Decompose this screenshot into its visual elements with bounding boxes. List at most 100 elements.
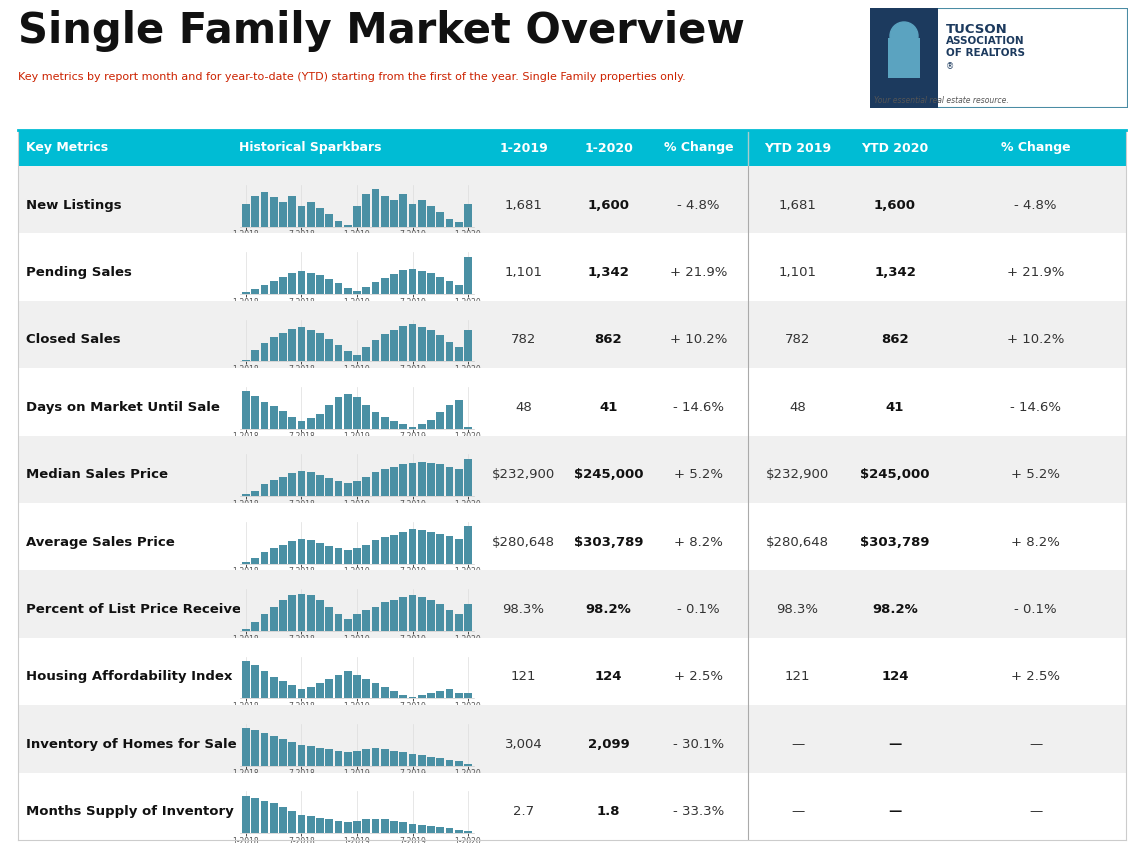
Bar xyxy=(243,629,249,843)
Bar xyxy=(261,343,269,397)
Bar xyxy=(464,459,471,634)
Bar xyxy=(307,472,315,634)
Bar xyxy=(455,761,462,795)
Bar xyxy=(464,831,471,843)
Bar xyxy=(325,279,333,308)
Text: $280,648: $280,648 xyxy=(492,535,555,549)
Text: + 5.2%: + 5.2% xyxy=(674,468,723,481)
Text: Average Sales Price: Average Sales Price xyxy=(26,535,175,549)
Bar xyxy=(418,462,426,634)
Bar xyxy=(261,801,269,843)
Bar xyxy=(252,396,259,488)
Bar xyxy=(455,400,462,488)
Text: Your essential real estate resource.: Your essential real estate resource. xyxy=(874,96,1009,105)
Bar xyxy=(243,495,249,634)
Text: 2.7: 2.7 xyxy=(513,805,534,819)
Bar xyxy=(446,829,453,843)
Text: 1,342: 1,342 xyxy=(588,266,629,279)
Bar xyxy=(399,271,407,308)
Bar xyxy=(243,204,249,337)
Bar xyxy=(390,821,398,843)
Bar xyxy=(372,683,380,843)
Text: 1-2019: 1-2019 xyxy=(499,142,548,154)
Bar xyxy=(464,764,471,795)
Bar xyxy=(344,225,351,337)
Bar xyxy=(261,671,269,843)
Bar xyxy=(464,693,471,843)
Bar xyxy=(381,603,389,843)
Bar xyxy=(261,286,269,308)
Bar xyxy=(418,271,426,308)
Bar xyxy=(307,687,315,843)
Bar xyxy=(316,683,324,843)
Text: Housing Affordability Index: Housing Affordability Index xyxy=(26,670,232,684)
Bar xyxy=(437,534,444,691)
Text: 48: 48 xyxy=(789,400,805,414)
Bar xyxy=(446,341,453,397)
Bar xyxy=(307,273,315,308)
Bar xyxy=(307,540,315,691)
Text: New Listings: New Listings xyxy=(26,199,121,212)
Bar xyxy=(252,289,259,308)
Bar xyxy=(344,619,351,843)
Bar xyxy=(399,597,407,843)
Bar xyxy=(455,539,462,691)
Bar xyxy=(381,749,389,795)
Bar xyxy=(279,738,287,795)
Text: $232,900: $232,900 xyxy=(492,468,555,481)
Bar xyxy=(288,811,296,843)
Bar xyxy=(455,693,462,843)
Bar xyxy=(353,821,360,843)
Bar xyxy=(418,824,426,843)
Bar xyxy=(270,677,278,843)
Text: 1,101: 1,101 xyxy=(505,266,542,279)
Text: + 21.9%: + 21.9% xyxy=(1007,266,1064,279)
Bar xyxy=(252,491,259,634)
Bar xyxy=(390,274,398,308)
Bar xyxy=(372,471,380,634)
Bar xyxy=(307,418,315,488)
Text: 862: 862 xyxy=(881,333,908,346)
Text: —: — xyxy=(1028,805,1042,819)
Bar xyxy=(325,749,333,795)
Bar xyxy=(399,464,407,634)
Text: —: — xyxy=(1028,738,1042,751)
Bar xyxy=(297,471,305,634)
Bar xyxy=(455,223,462,337)
Bar xyxy=(399,823,407,843)
Text: ASSOCIATION: ASSOCIATION xyxy=(946,36,1025,46)
Bar xyxy=(455,285,462,308)
Bar xyxy=(381,278,389,308)
Bar xyxy=(372,748,380,795)
Bar xyxy=(344,671,351,843)
Bar xyxy=(408,754,416,795)
Bar xyxy=(270,481,278,634)
Bar xyxy=(464,330,471,397)
Bar xyxy=(408,427,416,488)
Bar xyxy=(288,685,296,843)
Text: 1,681: 1,681 xyxy=(779,199,817,212)
Bar xyxy=(353,206,360,337)
Bar xyxy=(252,350,259,397)
Bar xyxy=(325,545,333,691)
Bar xyxy=(408,595,416,843)
Bar xyxy=(325,478,333,634)
Text: 41: 41 xyxy=(885,400,904,414)
Bar xyxy=(316,414,324,488)
Bar xyxy=(344,351,351,397)
Text: 41: 41 xyxy=(599,400,618,414)
Bar xyxy=(243,728,249,795)
Bar xyxy=(399,424,407,488)
Bar xyxy=(464,427,471,488)
Text: Median Sales Price: Median Sales Price xyxy=(26,468,168,481)
Bar xyxy=(408,269,416,308)
Text: + 2.5%: + 2.5% xyxy=(1011,670,1060,684)
Bar xyxy=(297,689,305,843)
Bar xyxy=(427,206,435,337)
Bar xyxy=(363,749,370,795)
Bar xyxy=(344,395,351,488)
Text: YTD 2020: YTD 2020 xyxy=(861,142,929,154)
Bar xyxy=(455,615,462,843)
Bar xyxy=(381,196,389,337)
Text: - 33.3%: - 33.3% xyxy=(673,805,724,819)
